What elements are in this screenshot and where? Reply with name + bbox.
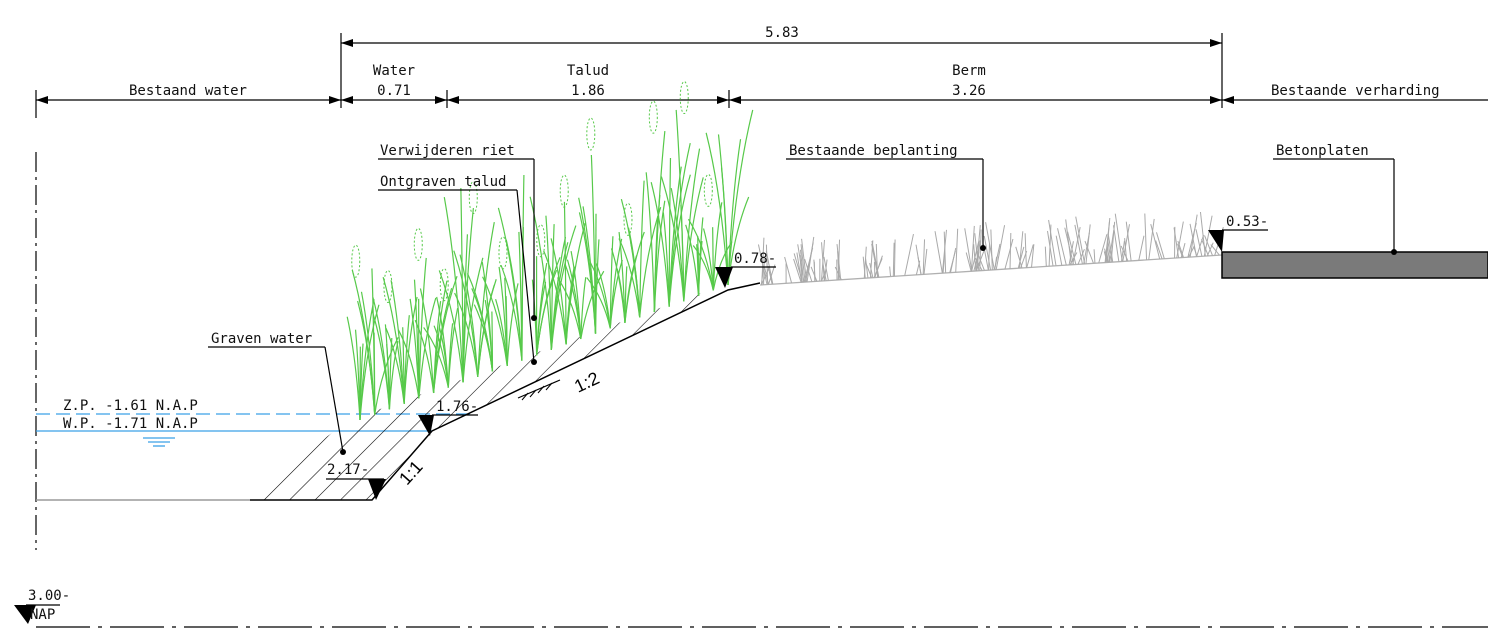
label-water: Water [373, 63, 415, 79]
svg-text:Bestaande beplanting: Bestaande beplanting [789, 143, 958, 159]
svg-text:Betonplaten: Betonplaten [1276, 143, 1369, 159]
annotation-graven-water: Graven water [208, 331, 346, 455]
svg-text:Verwijderen riet: Verwijderen riet [380, 143, 515, 159]
level-217: 2.17- [326, 462, 386, 500]
label-bestaande-verharding: Bestaande verharding [1271, 83, 1440, 99]
label-berm: Berm [952, 63, 986, 79]
annotation-bestaande-beplanting: Bestaande beplanting [786, 143, 986, 251]
ground-symbol [517, 379, 561, 401]
svg-text:2.17-: 2.17- [327, 462, 369, 478]
label-zp: Z.P. -1.61 N.A.P [63, 398, 198, 414]
total-dimension-value: 5.83 [765, 25, 799, 41]
label-bestaand-water: Bestaand water [129, 83, 247, 99]
svg-text:1.76-: 1.76- [436, 399, 478, 415]
level-053: 0.53- [1208, 214, 1268, 252]
new-profile [250, 282, 761, 501]
annotation-verwijderen-riet: Verwijderen riet [378, 143, 537, 321]
level-078: 0.78- [715, 251, 776, 288]
concrete-slab [1221, 251, 1488, 279]
svg-text:0.53-: 0.53- [1226, 214, 1268, 230]
annotation-ontgraven-talud: Ontgraven talud [378, 174, 537, 365]
annotation-betonplaten: Betonplaten [1273, 143, 1397, 255]
level-176: 1.76- [418, 399, 478, 436]
svg-text:Graven water: Graven water [211, 331, 312, 347]
svg-text:Ontgraven talud: Ontgraven talud [380, 174, 506, 190]
value-talud: 1.86 [571, 83, 605, 99]
level-nap: 3.00- NAP [14, 588, 1488, 628]
segment-dimensions: Bestaand water Water 0.71 Talud 1.86 Ber… [35, 63, 1488, 118]
svg-text:0.78-: 0.78- [734, 251, 776, 267]
existing-ground [759, 254, 1223, 286]
existing-planting [757, 211, 1224, 286]
reed-vegetation [346, 81, 754, 421]
slope-upper: 1:2 [571, 368, 602, 397]
value-berm: 3.26 [952, 83, 986, 99]
total-dimension: 5.83 [340, 25, 1223, 108]
label-wp: W.P. -1.71 N.A.P [63, 416, 198, 432]
svg-text:NAP: NAP [30, 607, 55, 623]
excavation-hatch [250, 283, 729, 500]
value-water: 0.71 [377, 83, 411, 99]
svg-text:3.00-: 3.00- [28, 588, 70, 604]
label-talud: Talud [567, 63, 609, 79]
